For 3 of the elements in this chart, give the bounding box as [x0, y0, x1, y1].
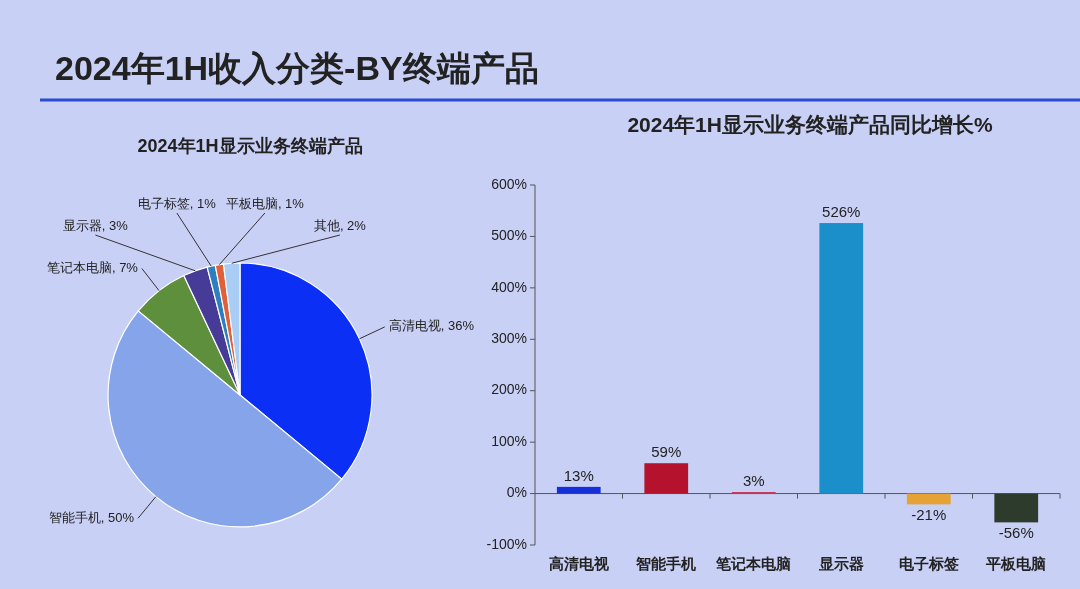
title: 2024年1H显示业务终端产品同比增长% — [627, 113, 993, 136]
title: 2024年1H收入分类-BY终端产品 — [55, 49, 539, 87]
title: 2024年1H显示业务终端产品 — [137, 136, 363, 156]
